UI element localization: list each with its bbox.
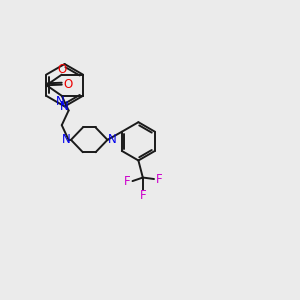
- Text: F: F: [124, 175, 131, 188]
- Text: O: O: [57, 63, 66, 76]
- Text: O: O: [63, 78, 72, 91]
- Text: N: N: [62, 134, 70, 146]
- Text: F: F: [156, 172, 162, 185]
- Text: N: N: [108, 134, 117, 146]
- Text: N: N: [56, 94, 65, 108]
- Text: N: N: [60, 100, 69, 113]
- Text: F: F: [140, 189, 146, 202]
